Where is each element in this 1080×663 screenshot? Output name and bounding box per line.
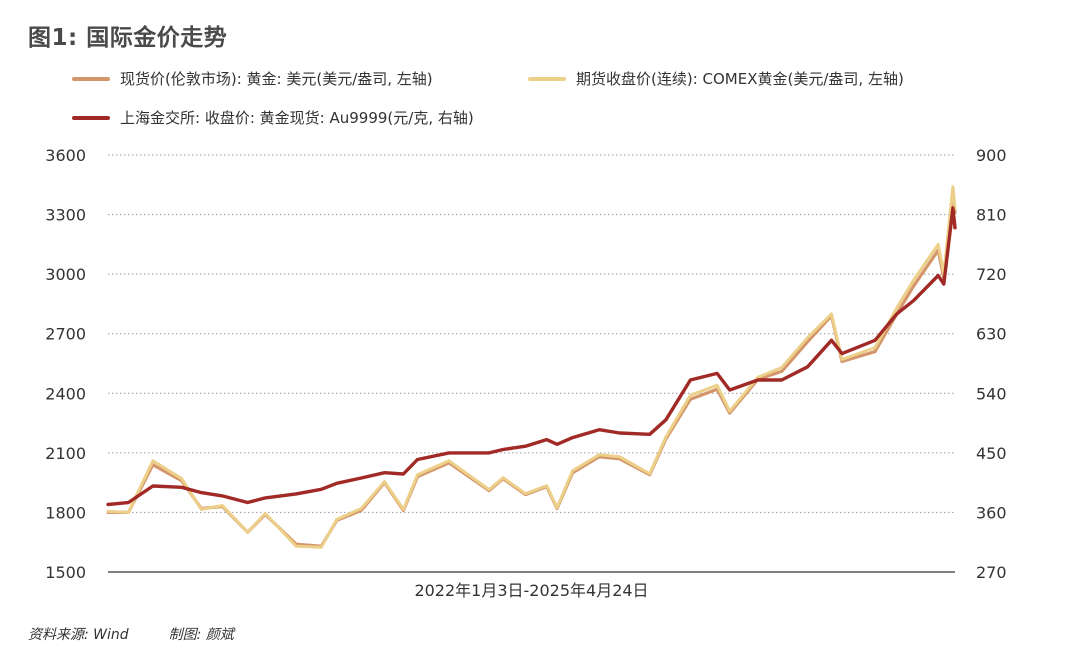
right-tick-label: 360: [976, 503, 1007, 522]
right-tick-label: 720: [976, 265, 1007, 284]
legend-entry-shanghai-au9999: 上海金交所: 收盘价: 黄金现货: Au9999(元/克, 右轴): [72, 107, 474, 128]
left-tick-label: 2400: [45, 384, 86, 403]
legend-swatch-shanghai-au9999: [72, 115, 110, 120]
x-axis-label: 2022年1月3日-2025年4月24日: [414, 581, 648, 600]
legend-entry-comex-futures: 期货收盘价(连续): COMEX黄金(美元/盎司, 左轴): [528, 68, 904, 89]
left-tick-label: 2700: [45, 325, 86, 344]
maker-note: 制图: 颜斌: [168, 627, 234, 643]
left-tick-label: 1800: [45, 503, 86, 522]
series-line-shanghai-au9999: [106, 206, 957, 507]
legend-entry-spot-london: 现货价(伦敦市场): 黄金: 美元(美元/盎司, 左轴): [72, 68, 433, 89]
left-tick-label: 3600: [45, 146, 86, 165]
left-tick-label: 1500: [45, 563, 86, 582]
left-tick-label: 3000: [45, 265, 86, 284]
legend-label-comex-futures: 期货收盘价(连续): COMEX黄金(美元/盎司, 左轴): [576, 70, 904, 88]
right-tick-label: 540: [976, 384, 1007, 403]
legend-swatch-comex-futures: [528, 76, 566, 81]
right-tick-label: 450: [976, 444, 1007, 463]
chart-title: 图1: 国际金价走势: [28, 25, 228, 51]
right-tick-label: 900: [976, 146, 1007, 165]
right-tick-label: 630: [976, 325, 1007, 344]
legend-label-spot-london: 现货价(伦敦市场): 黄金: 美元(美元/盎司, 左轴): [120, 70, 433, 88]
right-tick-label: 270: [976, 563, 1007, 582]
legend-swatch-spot-london: [72, 76, 110, 81]
left-tick-label: 2100: [45, 444, 86, 463]
source-note: 资料来源: Wind: [28, 627, 129, 643]
left-tick-label: 3300: [45, 206, 86, 225]
right-tick-label: 810: [976, 206, 1007, 225]
chart-footer: 资料来源: Wind 制图: 颜斌: [28, 624, 274, 644]
legend-label-shanghai-au9999: 上海金交所: 收盘价: 黄金现货: Au9999(元/克, 右轴): [120, 109, 474, 127]
series-line-comex-futures: [106, 185, 957, 549]
